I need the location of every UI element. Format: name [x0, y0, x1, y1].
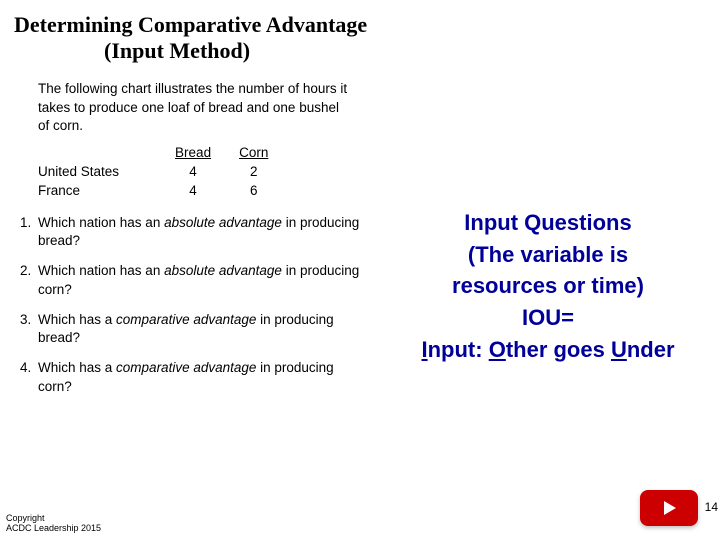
- mnemonic-sub1: (The variable is: [378, 240, 718, 270]
- question-item: 3. Which has a comparative advantage in …: [20, 311, 360, 347]
- mnemonic-sub2: resources or time): [378, 271, 718, 301]
- intro-text: The following chart illustrates the numb…: [0, 64, 350, 135]
- q-number: 2.: [20, 262, 38, 298]
- slide-title-line2: (Input Method): [14, 38, 720, 64]
- copyright-footer: Copyright ACDC Leadership 2015: [6, 514, 101, 534]
- q-number: 3.: [20, 311, 38, 347]
- bread-cell: 4: [161, 162, 225, 181]
- q-number: 1.: [20, 214, 38, 250]
- col-corn: Corn: [225, 143, 282, 162]
- mnemonic-expansion: Input: Other goes Under: [378, 335, 718, 365]
- question-item: 4. Which has a comparative advantage in …: [20, 359, 360, 395]
- copyright-line2: ACDC Leadership 2015: [6, 524, 101, 534]
- corn-cell: 2: [225, 162, 282, 181]
- table-row: United States 4 2: [38, 162, 282, 181]
- mnemonic-iou: IOU=: [378, 303, 718, 333]
- page-number: 14: [705, 500, 718, 514]
- country-cell: France: [38, 181, 161, 200]
- input-table: Bread Corn United States 4 2 France 4 6: [38, 143, 282, 200]
- question-item: 2. Which nation has an absolute advantag…: [20, 262, 360, 298]
- mnemonic-block: Input Questions (The variable is resourc…: [378, 208, 718, 366]
- country-cell: United States: [38, 162, 161, 181]
- corn-cell: 6: [225, 181, 282, 200]
- question-item: 1. Which nation has an absolute advantag…: [20, 214, 360, 250]
- bread-cell: 4: [161, 181, 225, 200]
- q-number: 4.: [20, 359, 38, 395]
- slide-title-line1: Determining Comparative Advantage: [14, 12, 720, 38]
- mnemonic-title: Input Questions: [378, 208, 718, 238]
- youtube-button[interactable]: [640, 490, 698, 526]
- col-bread: Bread: [161, 143, 225, 162]
- questions-list: 1. Which nation has an absolute advantag…: [20, 214, 360, 396]
- play-icon: [659, 498, 679, 518]
- table-row: France 4 6: [38, 181, 282, 200]
